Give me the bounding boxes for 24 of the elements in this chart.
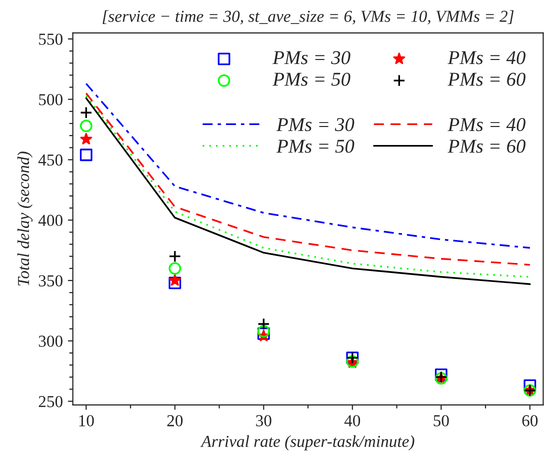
x-tick-label: 20 (167, 415, 183, 426)
x-tick-label: 30 (256, 415, 272, 426)
y-tick-label: 550 (39, 34, 62, 45)
legend-label: PMs = 40 (448, 51, 526, 64)
x-tick-label: 10 (79, 415, 94, 426)
y-tick-label: 400 (38, 214, 62, 226)
legend-label: PMs = 50 (272, 72, 350, 86)
x-tick-label: 50 (434, 415, 449, 426)
legend-label: PMs = 30 (276, 118, 354, 132)
legend-label: PMs = 50 (276, 140, 354, 153)
legend-label: PMs = 60 (448, 140, 526, 153)
chart-title: [service − time = 30, st_ave_size = 6, VMs = 10, VMMs = 2] (102, 10, 514, 24)
y-axis-title: Total delay (second) (17, 152, 33, 286)
y-tick-label: 300 (38, 336, 62, 347)
y-tick-label: 500 (39, 94, 62, 106)
y-tick-label: 250 (38, 396, 62, 408)
y-tick-label: 350 (38, 275, 62, 286)
x-tick-label: 60 (522, 415, 538, 426)
legend-label: PMs = 30 (272, 51, 350, 64)
x-axis-title: Arrival rate (super-task/minute) (200, 435, 414, 450)
y-tick-label: 450 (38, 154, 62, 166)
legend-label: PMs = 40 (448, 118, 526, 132)
legend-label: PMs = 60 (448, 72, 526, 86)
x-tick-label: 40 (344, 415, 360, 426)
